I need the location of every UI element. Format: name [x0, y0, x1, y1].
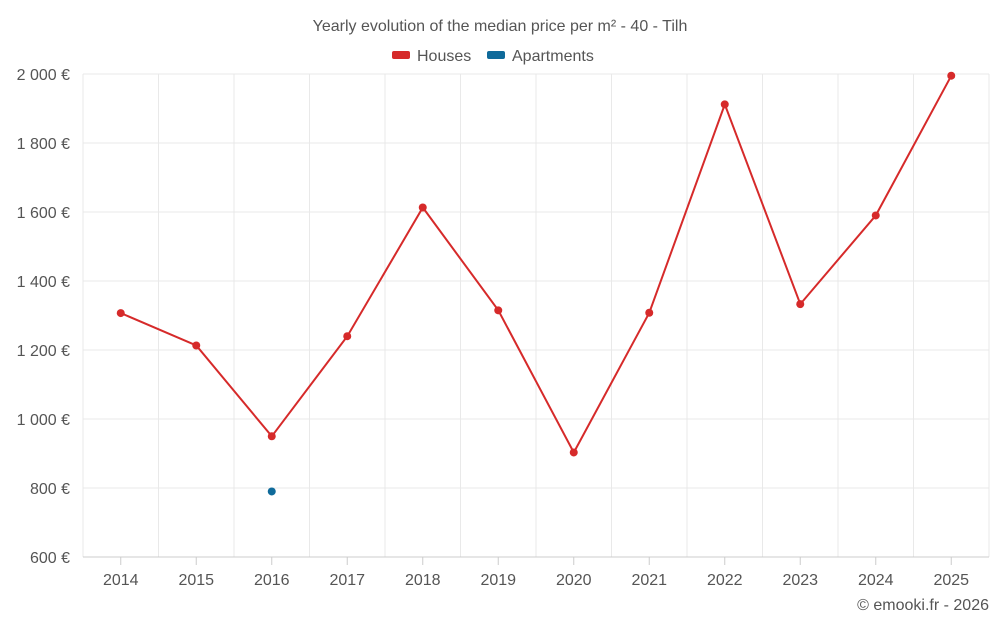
- y-tick-label: 1 200 €: [17, 343, 70, 360]
- data-point-houses-2016[interactable]: [267, 432, 276, 441]
- x-tick-label: 2017: [329, 572, 365, 589]
- legend-swatch-houses: [392, 51, 410, 59]
- plot-area: [116, 71, 956, 496]
- data-point-apartments-2016[interactable]: [267, 487, 276, 496]
- x-tick-label: 2025: [933, 572, 969, 589]
- x-tick-label: 2021: [631, 572, 667, 589]
- x-tick-label: 2014: [103, 572, 139, 589]
- chart-title: Yearly evolution of the median price per…: [313, 18, 688, 35]
- y-tick-label: 1 000 €: [17, 412, 70, 429]
- data-point-houses-2024[interactable]: [871, 211, 880, 220]
- data-point-houses-2015[interactable]: [192, 341, 201, 350]
- data-point-houses-2014[interactable]: [116, 309, 125, 318]
- data-point-houses-2021[interactable]: [645, 308, 654, 317]
- data-point-houses-2022[interactable]: [720, 100, 729, 109]
- series-line-houses: [120, 75, 953, 455]
- legend-label-houses: Houses: [417, 48, 471, 65]
- legend: Houses Apartments: [392, 48, 594, 65]
- x-tick-label: 2023: [782, 572, 818, 589]
- data-point-houses-2020[interactable]: [569, 448, 578, 457]
- data-point-houses-2019[interactable]: [494, 306, 503, 315]
- legend-label-apartments: Apartments: [512, 48, 594, 65]
- series-apartments: [267, 487, 276, 496]
- y-tick-label: 2 000 €: [17, 67, 70, 84]
- x-tick-label: 2019: [480, 572, 516, 589]
- data-point-houses-2025[interactable]: [947, 71, 956, 80]
- data-point-houses-2023[interactable]: [796, 300, 805, 309]
- y-axis: 600 € 800 € 1 000 € 1 200 € 1 400 € 1 600 € 1 …: [17, 67, 70, 567]
- x-tick-label: 2022: [707, 572, 743, 589]
- x-tick-label: 2016: [254, 572, 290, 589]
- data-point-houses-2017[interactable]: [343, 332, 352, 341]
- credit[interactable]: © emooki.fr - 2026: [857, 597, 989, 614]
- grid: [82, 73, 990, 557]
- data-point-houses-2018[interactable]: [418, 203, 427, 212]
- y-tick-label: 1 600 €: [17, 205, 70, 222]
- x-tick-label: 2015: [178, 572, 214, 589]
- series-houses: [116, 71, 956, 457]
- legend-item-apartments[interactable]: Apartments: [487, 48, 594, 65]
- y-tick-label: 1 400 €: [17, 274, 70, 291]
- x-tick-label: 2024: [858, 572, 894, 589]
- y-tick-label: 1 800 €: [17, 136, 70, 153]
- x-tick-label: 2020: [556, 572, 592, 589]
- y-tick-label: 600 €: [30, 550, 70, 567]
- legend-item-houses[interactable]: Houses: [392, 48, 471, 65]
- x-tick-label: 2018: [405, 572, 441, 589]
- y-tick-label: 800 €: [30, 481, 70, 498]
- legend-swatch-apartments: [487, 51, 505, 59]
- x-axis: 2014 2015 2016 2017 2018 2019 2020 2021 2022 2023…: [83, 556, 989, 589]
